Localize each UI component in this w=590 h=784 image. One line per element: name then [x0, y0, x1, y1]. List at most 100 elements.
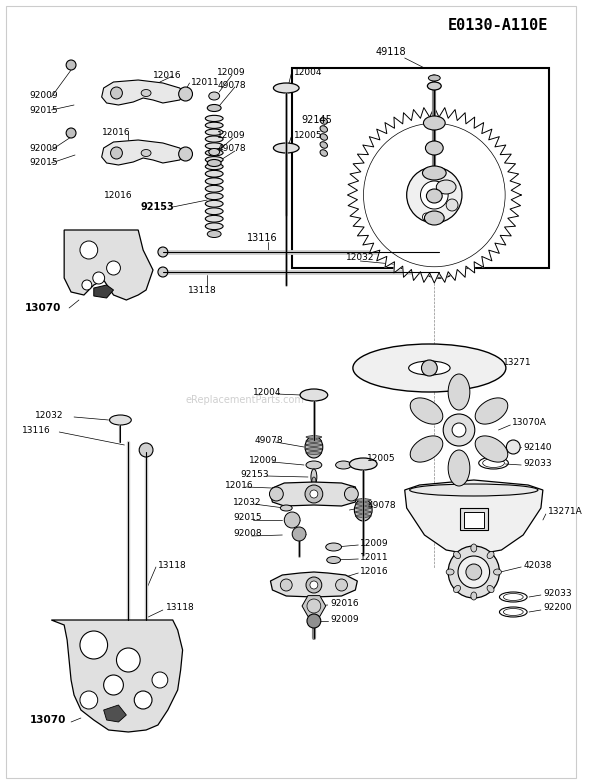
Circle shape — [336, 579, 348, 591]
Ellipse shape — [306, 444, 322, 446]
Circle shape — [307, 599, 321, 613]
Polygon shape — [101, 80, 186, 105]
Ellipse shape — [355, 506, 371, 510]
Text: 42038: 42038 — [523, 561, 552, 569]
Ellipse shape — [425, 266, 453, 278]
Polygon shape — [101, 140, 186, 165]
Circle shape — [152, 672, 168, 688]
Ellipse shape — [471, 544, 477, 552]
Ellipse shape — [205, 208, 223, 215]
Text: 12032: 12032 — [35, 411, 63, 419]
Text: 49078: 49078 — [217, 143, 246, 153]
Text: 12009: 12009 — [217, 130, 246, 140]
Text: 92200: 92200 — [543, 604, 571, 612]
Circle shape — [110, 147, 122, 159]
Ellipse shape — [280, 505, 292, 511]
Ellipse shape — [205, 157, 223, 163]
Text: 92140: 92140 — [523, 442, 552, 452]
Circle shape — [80, 241, 98, 259]
Ellipse shape — [355, 503, 371, 505]
Ellipse shape — [475, 436, 508, 462]
Circle shape — [80, 691, 98, 709]
Text: 92015: 92015 — [30, 158, 58, 166]
Circle shape — [307, 614, 321, 628]
Ellipse shape — [273, 143, 299, 153]
Ellipse shape — [205, 193, 223, 200]
Ellipse shape — [471, 592, 477, 600]
Text: 12004: 12004 — [253, 387, 281, 397]
Ellipse shape — [454, 551, 461, 558]
Polygon shape — [405, 480, 543, 555]
Ellipse shape — [300, 389, 327, 401]
Circle shape — [110, 87, 122, 99]
Ellipse shape — [433, 266, 445, 278]
Circle shape — [363, 123, 505, 267]
Circle shape — [116, 648, 140, 672]
Text: 12016: 12016 — [225, 481, 254, 489]
Text: 12005: 12005 — [294, 130, 323, 140]
Ellipse shape — [320, 118, 327, 125]
Text: 92009: 92009 — [30, 90, 58, 100]
Ellipse shape — [409, 361, 450, 375]
Ellipse shape — [207, 170, 221, 177]
Ellipse shape — [158, 247, 168, 257]
Circle shape — [292, 527, 306, 541]
Ellipse shape — [207, 230, 221, 238]
Circle shape — [107, 261, 120, 275]
Circle shape — [422, 213, 430, 221]
Ellipse shape — [355, 499, 371, 501]
Circle shape — [66, 60, 76, 70]
Text: eReplacementParts.com: eReplacementParts.com — [185, 395, 304, 405]
Ellipse shape — [306, 448, 322, 450]
Ellipse shape — [409, 484, 538, 496]
Text: 12016: 12016 — [104, 191, 132, 199]
Text: E0130-A110E: E0130-A110E — [447, 18, 548, 33]
Text: 12011: 12011 — [360, 553, 389, 561]
Circle shape — [448, 546, 500, 598]
Text: 12009: 12009 — [217, 67, 246, 77]
Ellipse shape — [410, 398, 443, 424]
Ellipse shape — [306, 452, 322, 454]
Circle shape — [421, 360, 437, 376]
Ellipse shape — [427, 189, 442, 203]
Text: 13118: 13118 — [166, 604, 195, 612]
Polygon shape — [51, 620, 183, 732]
Ellipse shape — [436, 180, 456, 194]
Circle shape — [466, 564, 481, 580]
Circle shape — [270, 487, 283, 501]
Ellipse shape — [427, 82, 441, 90]
Circle shape — [345, 487, 358, 501]
Text: 92145: 92145 — [301, 115, 332, 125]
Text: 49078: 49078 — [367, 500, 396, 510]
Text: 12032: 12032 — [346, 253, 374, 263]
Ellipse shape — [305, 436, 323, 458]
Ellipse shape — [205, 150, 223, 156]
Text: 12009: 12009 — [249, 456, 277, 464]
Text: 92033: 92033 — [523, 459, 552, 467]
Circle shape — [139, 443, 153, 457]
Circle shape — [446, 199, 458, 211]
Circle shape — [452, 423, 466, 437]
Ellipse shape — [353, 344, 506, 392]
Polygon shape — [270, 482, 358, 506]
Ellipse shape — [446, 569, 454, 575]
Text: 49078: 49078 — [217, 81, 246, 89]
Ellipse shape — [487, 551, 494, 558]
Ellipse shape — [320, 142, 327, 148]
Ellipse shape — [424, 211, 444, 225]
Ellipse shape — [448, 374, 470, 410]
Circle shape — [458, 556, 490, 588]
Ellipse shape — [336, 461, 352, 469]
Circle shape — [66, 128, 76, 138]
Text: 92008: 92008 — [233, 529, 261, 539]
Ellipse shape — [434, 247, 444, 257]
Ellipse shape — [209, 92, 219, 100]
Text: 12032: 12032 — [233, 498, 261, 506]
Ellipse shape — [349, 458, 377, 470]
Ellipse shape — [425, 141, 443, 155]
Polygon shape — [270, 572, 358, 597]
Ellipse shape — [205, 223, 223, 230]
Circle shape — [421, 181, 448, 209]
Polygon shape — [348, 107, 521, 283]
Text: 92009: 92009 — [330, 615, 359, 623]
